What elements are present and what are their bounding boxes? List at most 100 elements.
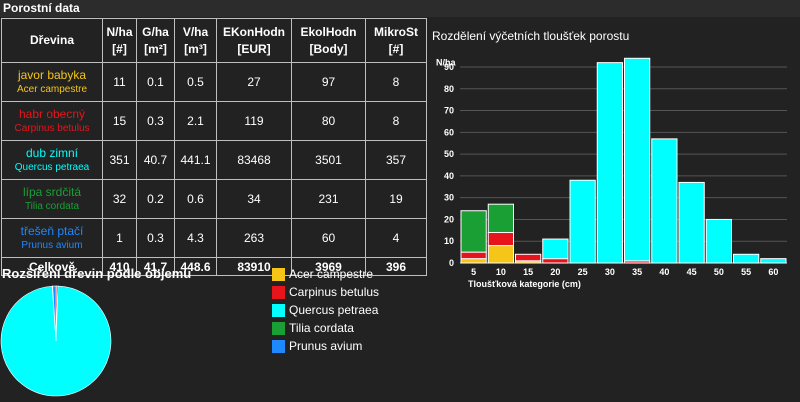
x-tick-label: 50 <box>714 267 724 277</box>
table-row[interactable]: třešeň ptačí Prunus avium 1 0.3 4.3 263 60 4 <box>1 218 427 258</box>
column-header-ekolhodn[interactable]: EkolHodn [Body] <box>291 18 366 63</box>
cell-n-ha: 15 <box>102 101 137 141</box>
table-row[interactable]: javor babyka Acer campestre 11 0.1 0.5 27 97 8 <box>1 62 427 102</box>
bar-segment[interactable] <box>542 258 569 264</box>
cell-v-ha: 0.6 <box>174 179 217 219</box>
bar-segment[interactable] <box>678 181 705 264</box>
y-tick-label: 90 <box>444 62 454 72</box>
y-tick-label: 40 <box>444 171 454 181</box>
legend-swatch <box>272 285 285 299</box>
column-header-v-ha[interactable]: V/ha [m³] <box>174 18 217 63</box>
cell-ekolhodn: 60 <box>291 218 366 258</box>
column-header-n-ha[interactable]: N/ha [#] <box>102 18 137 63</box>
bar-segment[interactable] <box>460 251 487 260</box>
column-header-mikrost[interactable]: MikroSt [#] <box>365 18 427 63</box>
bar-segment[interactable] <box>596 62 623 264</box>
cell-ekonhodn: 27 <box>216 62 292 102</box>
bar-segment[interactable] <box>460 210 487 253</box>
cell-v-ha: 0.5 <box>174 62 217 102</box>
bar-segment[interactable] <box>515 253 542 262</box>
bar-segment[interactable] <box>569 179 596 264</box>
chart-title: Rozdělení výčetních tloušťek porostu <box>432 29 630 43</box>
legend-label: Prunus avium <box>289 339 363 353</box>
x-tick-label: 20 <box>550 267 560 277</box>
x-axis-label: Tloušťková kategorie (cm) <box>468 279 581 289</box>
cell-v-ha: 4.3 <box>174 218 217 258</box>
cell-n-ha: 11 <box>102 62 137 102</box>
pie-slice[interactable] <box>52 285 57 342</box>
table-row[interactable]: habr obecný Carpinus betulus 15 0.3 2.1 119 80… <box>1 101 427 141</box>
diameter-distribution-chart: N/ha 0 10 20 30 40 50 60 70 80 90 5 10 15 20 25 30 35 40 45… <box>436 57 787 289</box>
x-tick-label: 40 <box>659 267 669 277</box>
cell-n-ha: 1 <box>102 218 137 258</box>
y-axis-label: N/ha <box>436 57 456 67</box>
y-tick-label: 80 <box>444 84 454 94</box>
cell-ekonhodn: 263 <box>216 218 292 258</box>
legend-swatch <box>272 339 285 353</box>
cell-ekonhodn: 119 <box>216 101 292 141</box>
bar-segment[interactable] <box>487 203 514 234</box>
cell-g-ha: 0.1 <box>136 62 175 102</box>
x-tick-label: 35 <box>632 267 642 277</box>
bar-segment[interactable] <box>487 232 514 247</box>
cell-g-ha: 0.2 <box>136 179 175 219</box>
header-bar: Porostní data <box>0 0 800 17</box>
cell-g-ha: 40.7 <box>136 140 175 180</box>
legend-item: Carpinus betulus <box>272 283 379 301</box>
cell-mikrost: 357 <box>365 140 427 180</box>
legend-label: Quercus petraea <box>289 303 379 317</box>
species-czech-name: habr obecný <box>18 106 86 121</box>
pie-legend: Acer campestre Carpinus betulus Quercus pe… <box>272 265 379 355</box>
y-tick-label: 0 <box>449 258 454 268</box>
legend-swatch <box>272 267 285 281</box>
bar-segment[interactable] <box>542 238 569 260</box>
x-tick-label: 10 <box>496 267 506 277</box>
cell-g-ha: 0.3 <box>136 101 175 141</box>
species-cell: lípa srdčitá Tilia cordata <box>1 179 103 219</box>
legend-label: Tilia cordata <box>289 321 354 335</box>
x-tick-label: 30 <box>605 267 615 277</box>
x-tick-label: 5 <box>471 267 476 277</box>
column-header-g-ha[interactable]: G/ha [m²] <box>136 18 175 63</box>
species-cell: dub zimní Quercus petraea <box>1 140 103 180</box>
legend-item: Quercus petraea <box>272 301 379 319</box>
x-tick-label: 25 <box>578 267 588 277</box>
table-row[interactable]: lípa srdčitá Tilia cordata 32 0.2 0.6 34 231 19 <box>1 179 427 219</box>
bar-segment[interactable] <box>651 138 678 264</box>
bar-segment[interactable] <box>705 218 732 264</box>
bar-segment[interactable] <box>487 245 514 264</box>
species-latin-name: Prunus avium <box>21 239 83 251</box>
bar-segment[interactable] <box>460 258 487 264</box>
species-latin-name: Acer campestre <box>16 83 88 95</box>
cell-n-ha: 351 <box>102 140 137 180</box>
x-tick-label: 55 <box>741 267 751 277</box>
column-header-species[interactable]: Dřevina <box>1 18 103 63</box>
y-tick-label: 30 <box>444 193 454 203</box>
cell-ekolhodn: 80 <box>291 101 366 141</box>
y-tick-label: 70 <box>444 106 454 116</box>
x-tick-label: 45 <box>687 267 697 277</box>
cell-mikrost: 8 <box>365 62 427 102</box>
table-row[interactable]: dub zimní Quercus petraea 351 40.7 441.1 8346… <box>1 140 427 180</box>
total-mikrost: 396 <box>365 257 427 276</box>
stand-data-table: Dřevina N/ha [#] G/ha [m²] V/ha [m³] EKonHo… <box>1 18 427 276</box>
bar-segment[interactable] <box>624 57 651 262</box>
legend-swatch <box>272 321 285 335</box>
species-cell: habr obecný Carpinus betulus <box>1 101 103 141</box>
cell-mikrost: 8 <box>365 101 427 141</box>
column-header-ekonhodn[interactable]: EKonHodn [EUR] <box>216 18 292 63</box>
bar-segment[interactable] <box>760 258 787 264</box>
pie-chart-title: Rozšíření dřevin podle objemu <box>2 266 192 281</box>
y-tick-label: 50 <box>444 149 454 159</box>
species-czech-name: třešeň ptačí <box>20 223 84 238</box>
species-czech-name: lípa srdčitá <box>22 184 82 199</box>
legend-item: Acer campestre <box>272 265 379 283</box>
y-tick-label: 60 <box>444 127 454 137</box>
cell-ekolhodn: 3501 <box>291 140 366 180</box>
legend-item: Prunus avium <box>272 337 379 355</box>
bar-segment[interactable] <box>733 253 760 264</box>
cell-n-ha: 32 <box>102 179 137 219</box>
species-latin-name: Quercus petraea <box>14 161 90 173</box>
cell-mikrost: 19 <box>365 179 427 219</box>
total-v-ha: 448.6 <box>174 257 217 276</box>
